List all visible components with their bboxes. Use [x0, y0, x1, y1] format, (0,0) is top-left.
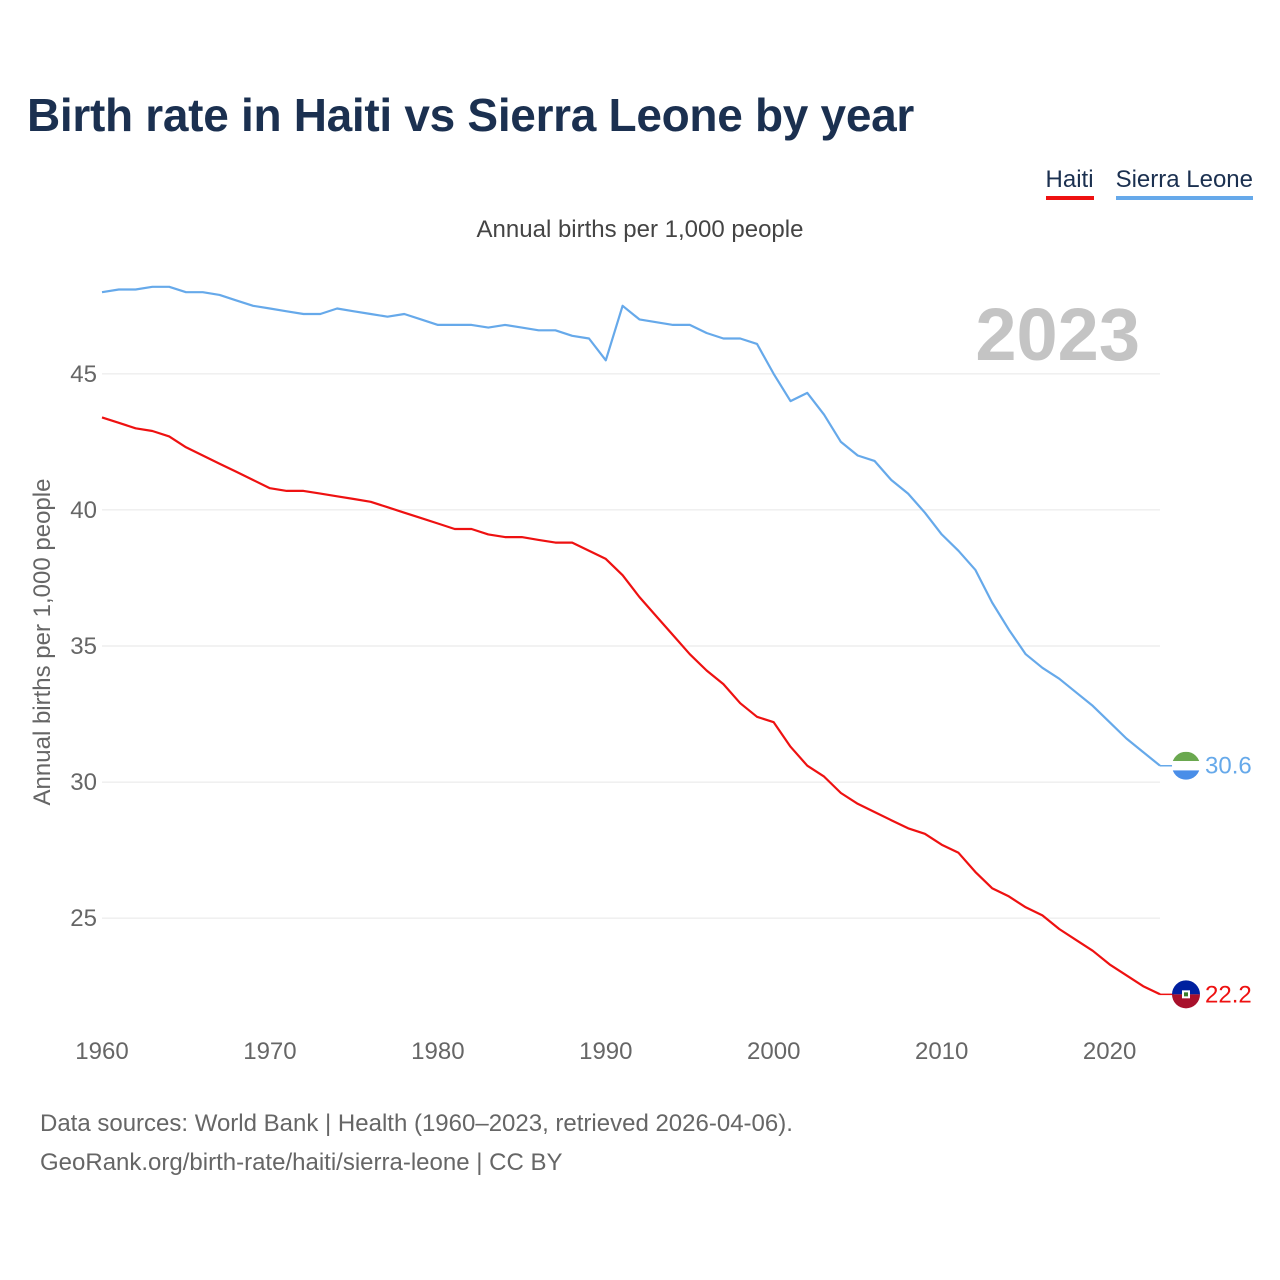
x-tick-label: 1990	[579, 1038, 632, 1065]
end-value-label-haiti: 22.2	[1205, 981, 1252, 1008]
x-axis-ticks: 1960 1970 1980 1990 2000 2010 2020	[75, 1038, 1136, 1065]
y-tick-label: 30	[70, 769, 97, 796]
end-value-label-sierra-leone: 30.6	[1205, 753, 1252, 780]
year-watermark: 2023	[975, 293, 1140, 376]
series-line-sierra-leone[interactable]	[101, 285, 1161, 767]
y-axis-ticks: 25 30 35 40 45	[70, 361, 97, 932]
source-note: Data sources: World Bank | Health (1960–…	[40, 1110, 793, 1137]
legend: Haiti Sierra Leone	[1045, 166, 1253, 200]
y-axis-label: Annual births per 1,000 people	[29, 479, 56, 806]
y-tick-label: 40	[70, 497, 97, 524]
x-tick-label: 2000	[747, 1038, 800, 1065]
legend-item-sierra-leone[interactable]: Sierra Leone	[1115, 166, 1253, 200]
grid-lines	[102, 373, 1160, 919]
x-tick-label: 2020	[1083, 1038, 1136, 1065]
legend-item-haiti[interactable]: Haiti	[1045, 166, 1094, 200]
attribution-link[interactable]: GeoRank.org/birth-rate/haiti/sierra-leon…	[40, 1149, 563, 1176]
flag-sierra-leone-icon	[1172, 751, 1200, 780]
x-tick-label: 1980	[411, 1038, 464, 1065]
x-tick-label: 2010	[915, 1038, 968, 1065]
x-tick-label: 1960	[75, 1038, 128, 1065]
y-tick-label: 25	[70, 905, 97, 932]
y-tick-label: 35	[70, 633, 97, 660]
series-line-haiti[interactable]	[101, 416, 1161, 996]
chart-subtitle: Annual births per 1,000 people	[476, 216, 804, 243]
x-tick-label: 1970	[243, 1038, 296, 1065]
y-tick-label: 45	[70, 361, 97, 388]
footer: Data sources: World Bank | Health (1960–…	[40, 1104, 793, 1182]
chart-title: Birth rate in Haiti vs Sierra Leone by y…	[27, 89, 914, 141]
flag-haiti-icon	[1172, 980, 1200, 1009]
